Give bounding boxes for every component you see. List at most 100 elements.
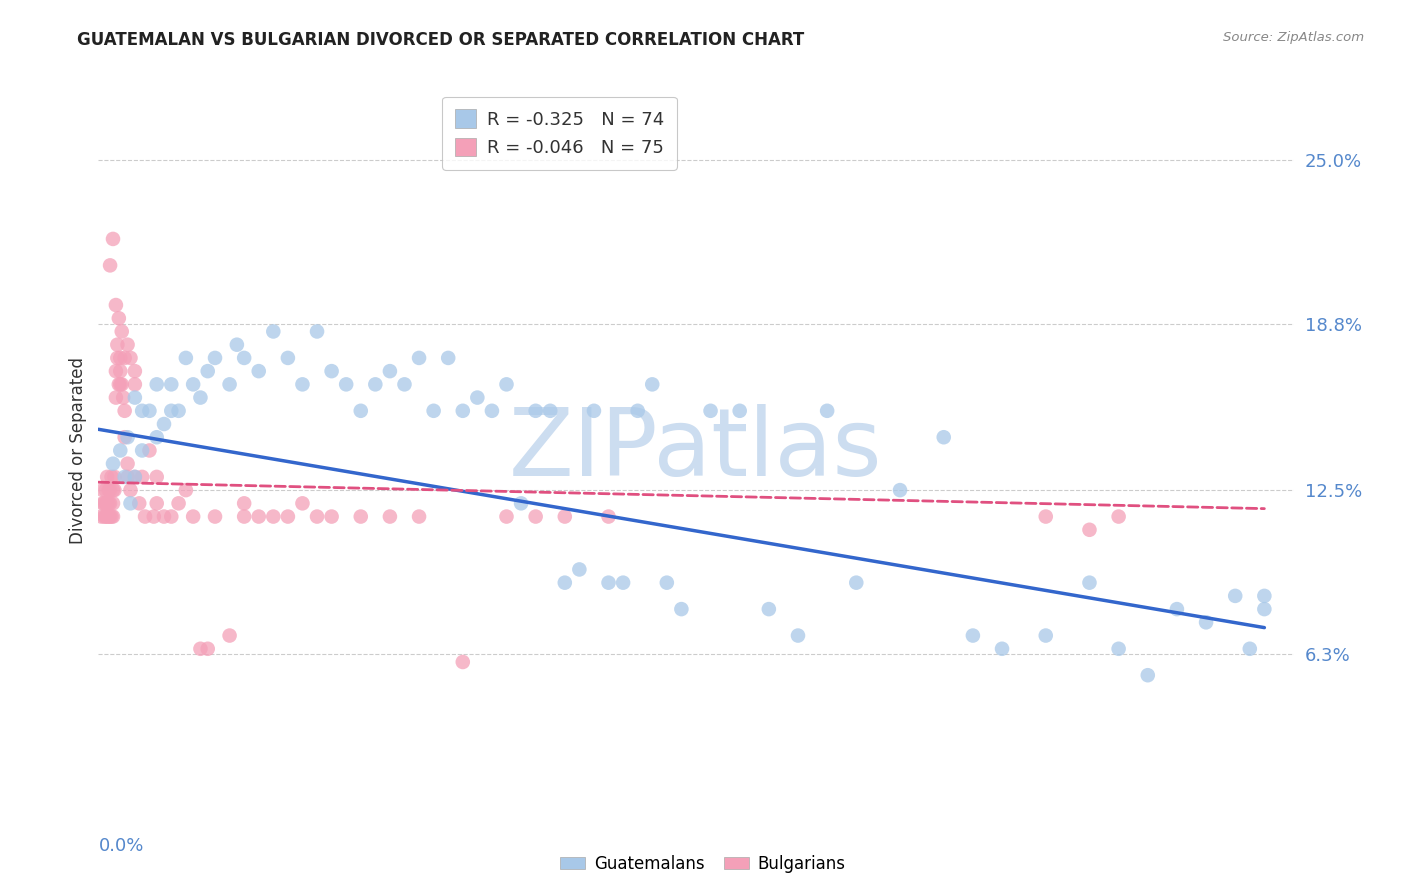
Point — [889, 483, 911, 497]
Point — [321, 364, 343, 378]
Point — [190, 391, 212, 405]
Point — [94, 509, 117, 524]
Text: 0.0%: 0.0% — [98, 837, 143, 855]
Point — [1253, 589, 1275, 603]
Point — [94, 496, 117, 510]
Point — [108, 311, 131, 326]
Point — [699, 404, 721, 418]
Point — [97, 496, 120, 510]
Point — [145, 496, 167, 510]
Point — [962, 628, 984, 642]
Point — [117, 430, 139, 444]
Point — [114, 404, 136, 418]
Point — [305, 325, 328, 339]
Point — [153, 417, 176, 431]
Point — [160, 377, 183, 392]
Point — [1225, 589, 1247, 603]
Point — [94, 483, 117, 497]
Point — [100, 470, 122, 484]
Point — [90, 509, 112, 524]
Point — [225, 337, 247, 351]
Point — [538, 404, 561, 418]
Point — [1108, 641, 1130, 656]
Point — [481, 404, 503, 418]
Point — [117, 470, 139, 484]
Point — [1035, 628, 1057, 642]
Point — [451, 655, 474, 669]
Point — [1035, 509, 1057, 524]
Point — [105, 351, 128, 365]
Point — [97, 509, 120, 524]
Point — [98, 483, 121, 497]
Point — [108, 377, 131, 392]
Point — [233, 509, 256, 524]
Point — [655, 575, 678, 590]
Point — [96, 509, 118, 524]
Point — [1108, 509, 1130, 524]
Point — [728, 404, 751, 418]
Point — [117, 337, 139, 351]
Point — [93, 496, 115, 510]
Point — [114, 430, 136, 444]
Point — [467, 391, 489, 405]
Point — [138, 404, 160, 418]
Point — [197, 641, 219, 656]
Point — [114, 351, 136, 365]
Point — [160, 404, 183, 418]
Point — [991, 641, 1014, 656]
Point — [91, 483, 114, 497]
Point — [131, 443, 153, 458]
Point — [124, 470, 146, 484]
Point — [181, 509, 204, 524]
Point — [138, 443, 160, 458]
Point — [364, 377, 387, 392]
Point — [233, 496, 256, 510]
Point — [277, 509, 299, 524]
Point — [422, 404, 444, 418]
Point — [101, 483, 124, 497]
Point — [378, 364, 401, 378]
Text: ZIPatlas: ZIPatlas — [509, 404, 883, 497]
Point — [120, 496, 142, 510]
Point — [612, 575, 634, 590]
Point — [204, 351, 226, 365]
Point — [204, 509, 226, 524]
Point — [124, 364, 146, 378]
Point — [247, 509, 270, 524]
Point — [378, 509, 401, 524]
Point — [104, 298, 127, 312]
Point — [671, 602, 693, 616]
Point — [437, 351, 460, 365]
Point — [120, 351, 142, 365]
Point — [97, 483, 120, 497]
Point — [105, 337, 128, 351]
Point — [167, 496, 190, 510]
Point — [167, 404, 190, 418]
Point — [120, 483, 142, 497]
Point — [845, 575, 868, 590]
Point — [408, 351, 430, 365]
Point — [101, 232, 124, 246]
Point — [93, 509, 115, 524]
Point — [247, 364, 270, 378]
Point — [142, 509, 165, 524]
Legend: Guatemalans, Bulgarians: Guatemalans, Bulgarians — [554, 848, 852, 880]
Point — [145, 430, 167, 444]
Point — [582, 404, 605, 418]
Point — [510, 496, 533, 510]
Point — [495, 509, 517, 524]
Point — [174, 351, 197, 365]
Point — [124, 377, 146, 392]
Point — [134, 509, 156, 524]
Point — [181, 377, 204, 392]
Point — [641, 377, 664, 392]
Point — [101, 496, 124, 510]
Point — [627, 404, 650, 418]
Point — [124, 391, 146, 405]
Text: GUATEMALAN VS BULGARIAN DIVORCED OR SEPARATED CORRELATION CHART: GUATEMALAN VS BULGARIAN DIVORCED OR SEPA… — [77, 31, 804, 49]
Point — [1078, 575, 1101, 590]
Point — [524, 509, 547, 524]
Point — [815, 404, 838, 418]
Point — [305, 509, 328, 524]
Point — [124, 470, 146, 484]
